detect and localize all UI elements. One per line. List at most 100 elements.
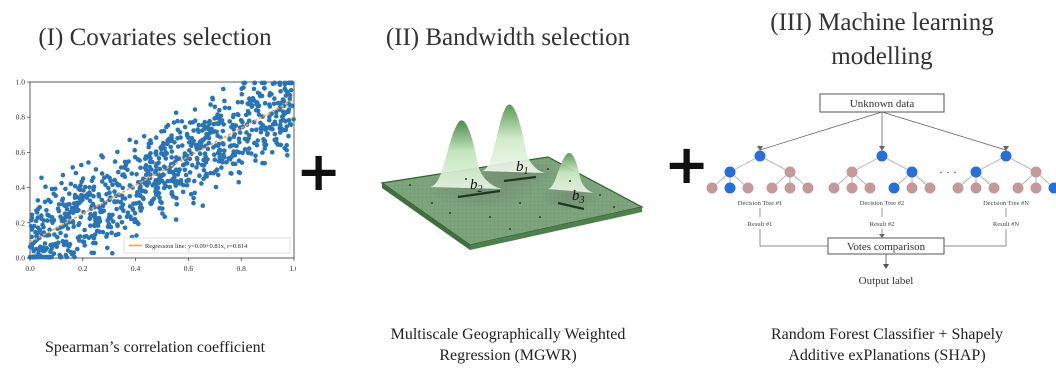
scatter-point <box>88 223 93 228</box>
scatter-point <box>58 254 63 260</box>
scatter-point <box>159 151 164 156</box>
tree-node <box>802 182 814 194</box>
scatter-point <box>226 105 232 111</box>
scatter-point <box>187 148 192 153</box>
scatter-point <box>110 251 115 256</box>
scatter-point <box>169 149 175 154</box>
scatter-point <box>261 137 266 142</box>
scatter-point <box>201 163 206 168</box>
scatter-point <box>142 181 148 186</box>
scatter-point <box>96 193 102 199</box>
scatter-point <box>167 184 172 190</box>
y-tick-label: 0.4 <box>16 183 26 192</box>
scatter-point <box>208 102 213 107</box>
scatter-point <box>291 117 296 122</box>
scatter-point <box>88 211 93 217</box>
x-tick-label: 0.6 <box>184 264 194 273</box>
scatter-point <box>219 165 224 170</box>
scatter-point <box>212 157 218 162</box>
scatter-point <box>287 121 293 127</box>
scatter-point <box>159 147 164 152</box>
scatter-point <box>79 179 84 184</box>
scatter-point <box>135 156 141 162</box>
scatter-point <box>165 122 171 128</box>
scatter-point <box>232 142 237 148</box>
scatter-point <box>232 152 238 158</box>
scatter-point <box>169 136 174 141</box>
scatter-point <box>91 184 97 190</box>
scatter-point <box>32 223 37 229</box>
scatter-point <box>108 216 113 221</box>
scatter-point <box>38 214 44 219</box>
scatter-point <box>39 175 44 181</box>
tree-label: Decision Tree #N <box>983 200 1029 207</box>
scatter-point <box>214 167 220 172</box>
scatter-point <box>106 185 111 191</box>
scatter-point <box>184 131 190 137</box>
scatter-point <box>272 131 278 137</box>
result-label: Result #2 <box>870 221 895 228</box>
scatter-point <box>283 93 289 98</box>
scatter-point <box>275 142 281 147</box>
votes-comparison-label: Votes comparison <box>847 241 926 253</box>
scatter-point <box>72 183 78 189</box>
scatter-chart: 0.0 0.2 0.4 0.6 0.8 1.0 0.0 0.2 0.4 0.6 0.8 1.0 Regr… <box>16 78 296 273</box>
label-b1: b <box>516 159 524 175</box>
tree-node <box>906 166 918 178</box>
scatter-point <box>69 205 75 211</box>
scatter-point <box>75 246 80 252</box>
tree-node <box>988 182 1000 194</box>
scatter-point <box>135 190 140 195</box>
scatter-point <box>156 172 162 178</box>
scatter-point <box>287 96 293 102</box>
scatter-point <box>146 141 152 146</box>
scatter-point <box>221 122 226 127</box>
y-tick-label: 1.0 <box>16 78 26 87</box>
scatter-point <box>216 141 222 147</box>
scatter-point <box>190 162 195 168</box>
scatter-point <box>196 122 202 128</box>
scatter-point <box>114 206 119 212</box>
scatter-point <box>132 211 138 216</box>
scatter-point <box>183 172 189 178</box>
scatter-point <box>56 202 62 207</box>
scatter-point <box>33 218 39 224</box>
scatter-point <box>199 181 204 186</box>
scatter-point <box>153 192 159 197</box>
scatter-point <box>211 145 216 150</box>
scatter-point <box>267 117 272 123</box>
scatter-point <box>231 149 236 154</box>
scatter-point <box>127 183 133 188</box>
scatter-point <box>239 118 244 123</box>
scatter-point <box>272 80 277 86</box>
scatter-point <box>285 89 290 95</box>
tree-node <box>742 182 754 194</box>
scatter-point <box>126 159 131 164</box>
scatter-point <box>221 86 226 92</box>
scatter-point <box>197 173 202 178</box>
scatter-point <box>212 104 218 110</box>
scatter-point <box>125 167 130 173</box>
scatter-point <box>174 202 179 207</box>
scatter-point <box>227 136 232 141</box>
trees-ellipsis: · · · <box>939 165 957 179</box>
scatter-point <box>197 145 203 151</box>
scatter-point <box>136 200 142 205</box>
scatter-point <box>100 155 105 160</box>
scatter-point <box>229 124 234 130</box>
scatter-point <box>122 174 128 179</box>
scatter-point <box>99 179 105 184</box>
scatter-point <box>153 135 159 140</box>
scatter-point <box>246 146 252 151</box>
scatter-point <box>81 239 87 245</box>
scatter-point <box>115 223 120 229</box>
scatter-point <box>105 245 110 251</box>
result-label: Result #1 <box>748 221 773 228</box>
scatter-point <box>99 209 105 215</box>
scatter-point <box>160 211 165 216</box>
scatter-point <box>220 128 226 134</box>
panel3-title-line2: modelling <box>831 43 933 70</box>
scatter-point <box>184 183 190 188</box>
scatter-point <box>91 250 97 256</box>
tree-node <box>828 182 840 194</box>
